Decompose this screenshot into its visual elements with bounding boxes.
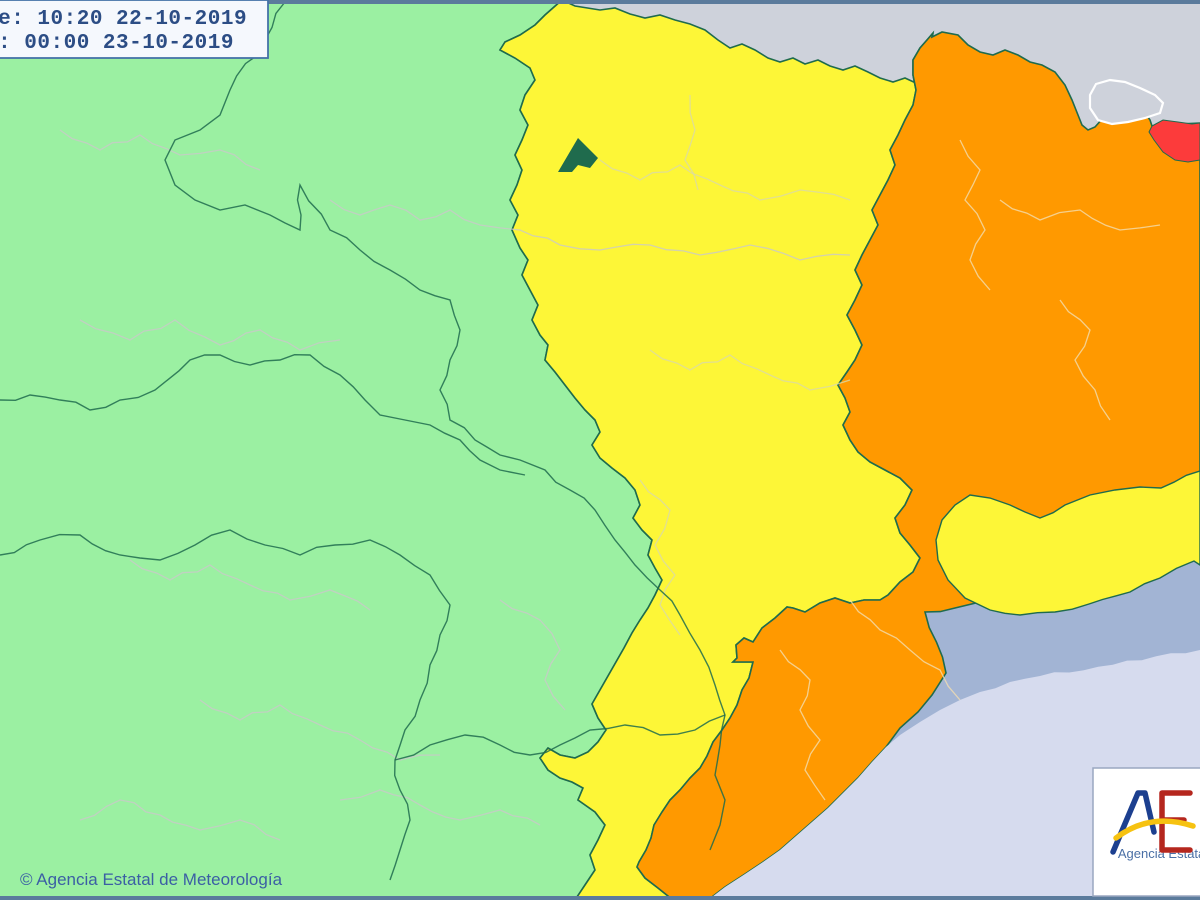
svg-text:A: 00:00 23-10-2019: A: 00:00 23-10-2019 <box>0 32 234 55</box>
svg-text:De: 10:20 22-10-2019: De: 10:20 22-10-2019 <box>0 8 247 31</box>
svg-text:© Agencia Estatal de Meteorolo: © Agencia Estatal de Meteorología <box>20 870 283 889</box>
